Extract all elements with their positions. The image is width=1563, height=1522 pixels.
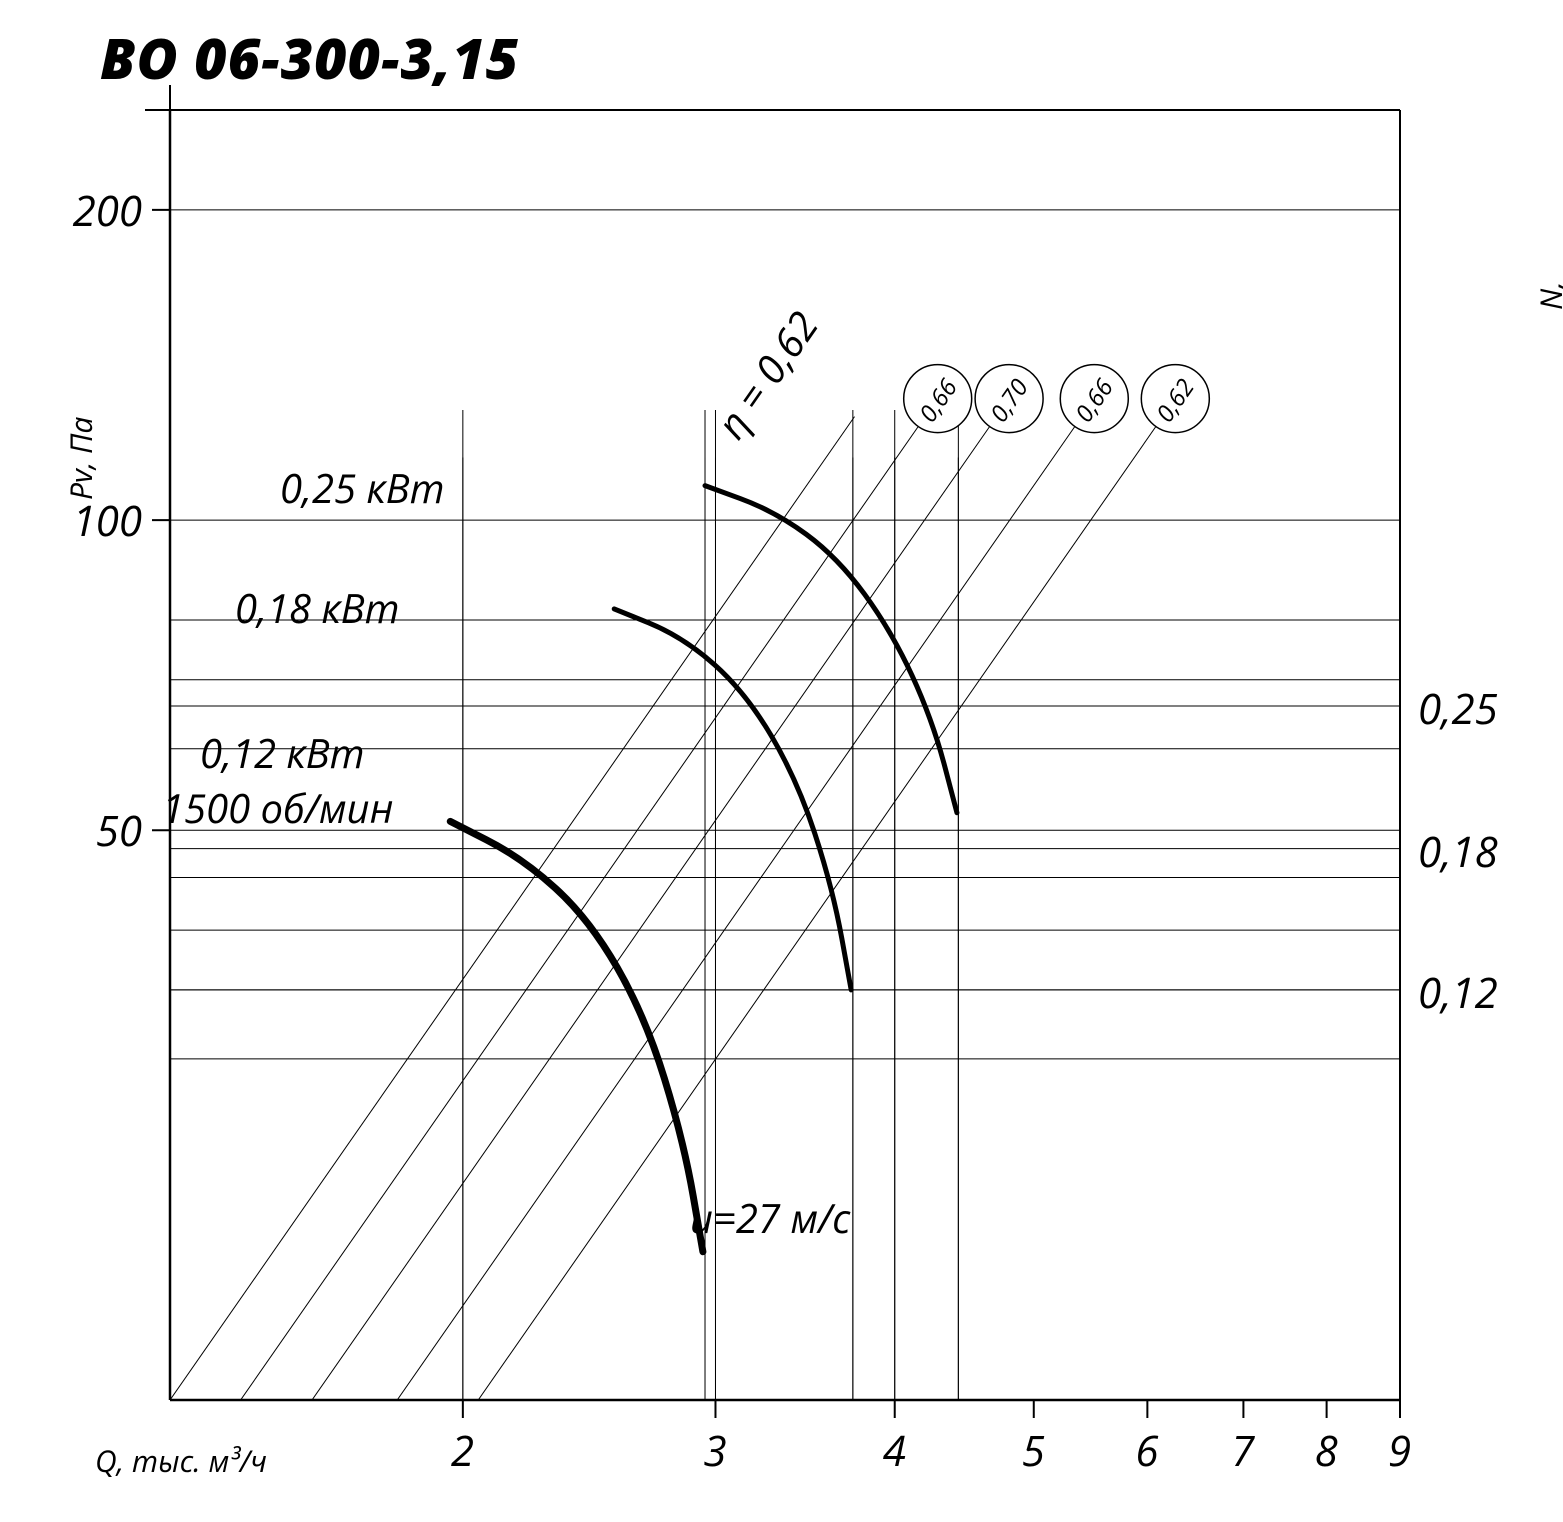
y-left-tick-label: 200 — [73, 182, 142, 239]
rpm-label: 1500 об/мин — [162, 780, 393, 835]
x-axis-label: Q, тыс. м³/ч — [95, 1440, 267, 1481]
y-left-tick-label: 100 — [73, 492, 142, 549]
x-tick-label: 9 — [1388, 1422, 1411, 1479]
power-curve-label: 0,25 кВт — [280, 460, 444, 515]
x-tick-label: 6 — [1135, 1422, 1158, 1479]
y-right-tick-label: 0,25 — [1418, 680, 1498, 737]
x-tick-label: 5 — [1022, 1422, 1045, 1479]
power-curve-label: 0,18 кВт — [235, 580, 399, 635]
x-tick-label: 2 — [451, 1422, 474, 1479]
x-tick-label: 8 — [1315, 1422, 1338, 1479]
y-left-axis-label: Pv, Па — [60, 417, 101, 500]
chart-container: ВО 06-300-3,15 Pv, Па N, кВт Q, тыс. м³/… — [0, 0, 1563, 1522]
y-left-tick-label: 50 — [96, 802, 142, 859]
y-right-axis-label: N, кВт — [1530, 251, 1563, 310]
y-right-tick-label: 0,12 — [1418, 964, 1498, 1021]
speed-label: u=27 м/с — [690, 1190, 850, 1245]
y-right-tick-label: 0,18 — [1418, 823, 1498, 880]
x-tick-label: 3 — [703, 1422, 726, 1479]
power-curve-label: 0,12 кВт — [200, 725, 364, 780]
x-tick-label: 4 — [883, 1422, 906, 1479]
x-tick-label: 7 — [1231, 1422, 1254, 1479]
